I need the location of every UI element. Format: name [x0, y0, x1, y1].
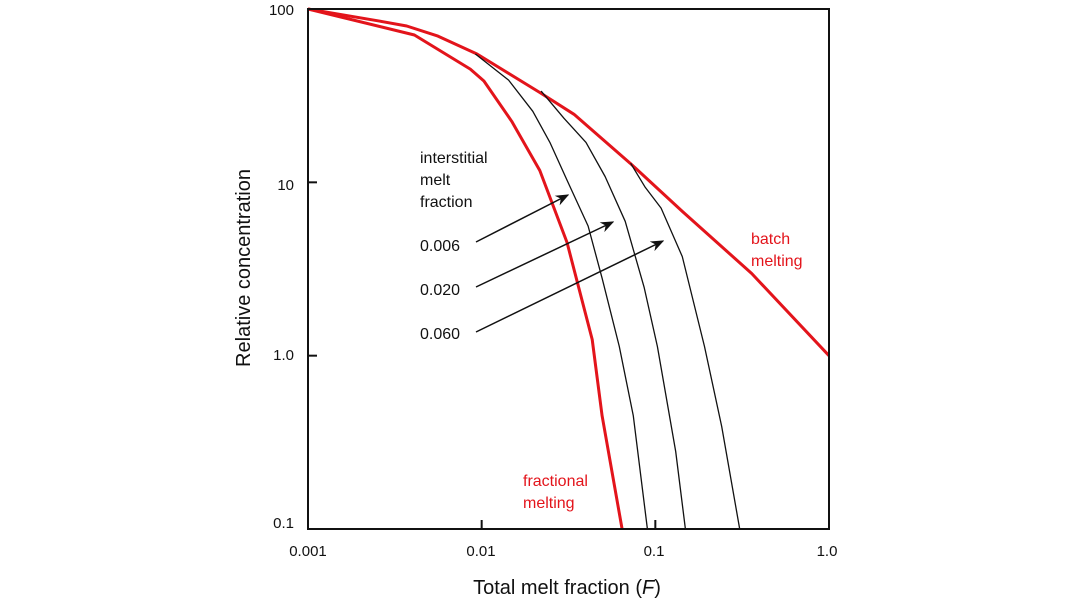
- y-tick-label: 1.0: [273, 347, 294, 364]
- fractional-melting-label: melting: [523, 495, 575, 512]
- batch-melting-label: melting: [751, 253, 803, 270]
- series-line-0-020: [540, 90, 687, 530]
- series-line-0-060: [630, 162, 741, 530]
- ticks: [308, 181, 657, 529]
- x-tick-label: 1.0: [817, 543, 838, 560]
- x-tick-label: 0.1: [644, 543, 665, 560]
- arrow-0020: [475, 221, 615, 288]
- value-label-0020: 0.020: [420, 282, 460, 299]
- x-tick-label: 0.01: [466, 543, 495, 560]
- arrow-0006: [475, 194, 570, 243]
- legend-title-line: interstitial: [420, 150, 488, 167]
- x-axis-label: Total melt fraction (F): [473, 577, 661, 599]
- plot-frame: [307, 8, 830, 530]
- curves: [307, 7, 831, 530]
- y-axis-label: Relative concentration: [233, 169, 255, 367]
- legend-title-line: melt: [420, 172, 451, 189]
- y-tick-label: 0.1: [273, 515, 294, 532]
- fractional-melting-label: fractional: [523, 473, 588, 490]
- batch-melting-label: batch: [751, 231, 790, 248]
- y-tick-label: 10: [277, 177, 294, 194]
- y-tick-label: 100: [269, 2, 294, 19]
- value-label-0060: 0.060: [420, 326, 460, 343]
- series-line-0-006: [474, 53, 649, 530]
- x-tick-label: 0.001: [289, 543, 327, 560]
- value-label-0006: 0.006: [420, 238, 460, 255]
- legend-title-line: fraction: [420, 194, 472, 211]
- series-line-fractional-melting: [307, 7, 624, 530]
- series-line-batch-melting: [307, 7, 831, 357]
- arrow-0060: [475, 240, 665, 333]
